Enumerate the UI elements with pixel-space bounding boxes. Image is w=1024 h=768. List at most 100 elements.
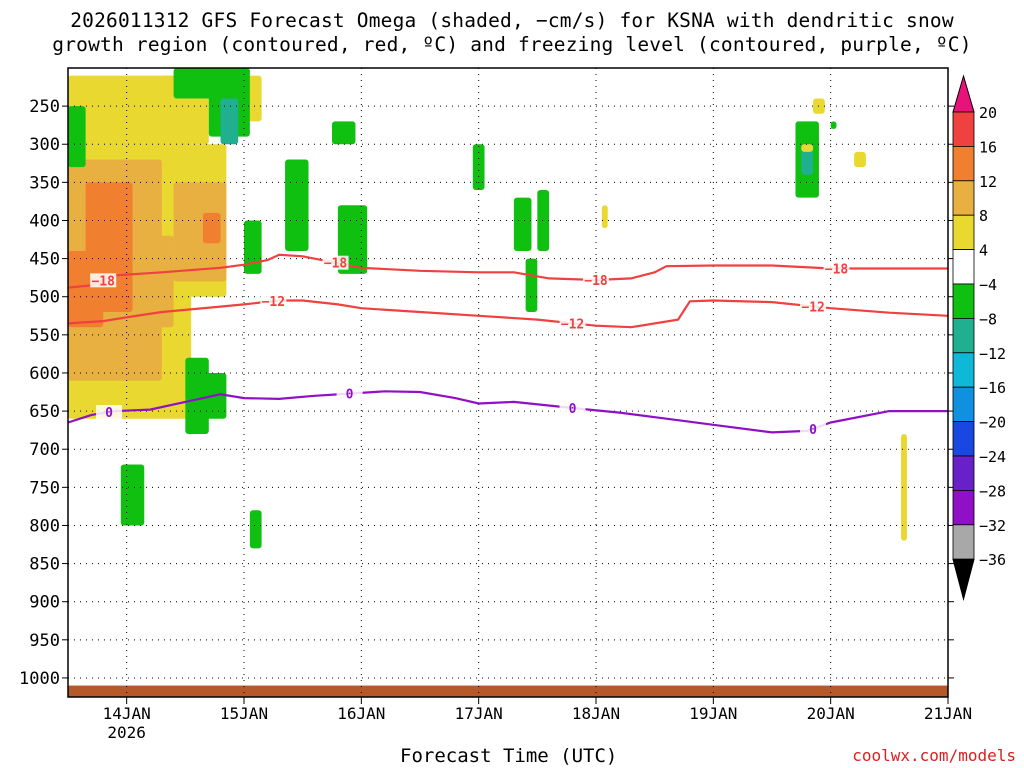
y-tick-label: 250 (29, 97, 60, 117)
y-tick-label: 450 (29, 250, 60, 270)
contour-label-bg (559, 401, 586, 416)
omega-region-16 (285, 159, 309, 251)
contour-label-bg (823, 261, 850, 276)
x-tick-label: 20JAN (807, 704, 855, 723)
contour-label-bg (800, 299, 827, 314)
omega-region-20 (120, 464, 145, 526)
colorbar-label: 16 (979, 138, 997, 156)
axes: 250 300 350 400 450 500 550 600 650 700 750 800 850 9… (19, 67, 972, 742)
colorbar-swatch-9 (952, 386, 975, 423)
omega-region-23 (513, 197, 532, 251)
credit-link[interactable]: coolwx.com/models (852, 746, 1016, 765)
y-tick-label: 700 (29, 440, 60, 460)
contour-line-1 (67, 299, 949, 329)
contour-label: −12 (801, 300, 824, 315)
colorbar-swatch-12 (952, 489, 975, 526)
ground-band (68, 685, 948, 697)
omega-region-19 (185, 357, 209, 434)
contour-label-bg (90, 273, 117, 288)
colorbar-label: −36 (979, 551, 1006, 569)
x-tick-label: 18JAN (572, 704, 620, 723)
contour-label: −12 (561, 317, 584, 332)
omega-region-14 (68, 106, 86, 168)
colorbar-top-arrow (952, 74, 975, 113)
contour-label: −12 (262, 295, 285, 310)
x-tick-label: 14JAN (103, 704, 151, 723)
contour-label: 0 (809, 423, 817, 438)
omega-region-31 (854, 151, 866, 168)
y-tick-label: 750 (29, 478, 60, 498)
omega-region-9 (97, 212, 121, 259)
omega-region-32 (901, 433, 907, 541)
colorbar-label: −8 (979, 310, 997, 328)
y-tick-label: 900 (29, 593, 60, 613)
omega-region-15 (244, 220, 262, 274)
y-tick-label: 850 (29, 555, 60, 575)
colorbar-swatch-5 (952, 249, 975, 285)
omega-region-10 (202, 212, 221, 244)
chart-title-line-2: growth region (contoured, red, ºC) and f… (52, 33, 972, 56)
colorbar-label: −32 (979, 517, 1006, 535)
contour-label: 0 (105, 406, 113, 421)
contour-label: −18 (91, 274, 115, 289)
contour-label-bg (260, 294, 287, 309)
x-tick-label: 15JAN (220, 704, 268, 723)
y-tick-label: 800 (29, 516, 60, 536)
colorbar-label: −20 (979, 414, 1006, 432)
colorbar-label: −28 (979, 482, 1006, 500)
omega-region-11 (173, 68, 215, 99)
omega-region-29 (830, 121, 837, 129)
colorbar-label: −12 (979, 345, 1006, 363)
colorbar-swatch-8 (952, 352, 975, 388)
colorbar-swatch-13 (952, 524, 975, 560)
omega-shading (68, 68, 948, 697)
colorbar-swatch-11 (952, 455, 975, 491)
chart-title-line-1: 2026011312 GFS Forecast Omega (shaded, −… (70, 9, 954, 32)
y-tick-label: 600 (29, 364, 60, 384)
colorbar-swatch-6 (952, 283, 975, 319)
omega-region-22 (249, 510, 262, 549)
colorbar-label: −4 (979, 276, 997, 294)
contour-label-bg (583, 272, 609, 287)
y-tick-label: 500 (29, 288, 60, 308)
contour-label-bg (336, 386, 363, 401)
x-tick-label: 16JAN (337, 704, 385, 723)
y-tick-label: 550 (29, 326, 60, 346)
x-year-label: 2026 (107, 723, 146, 742)
contour-label: 0 (346, 388, 354, 403)
colorbar-label: −16 (979, 379, 1006, 397)
omega-region-27 (801, 144, 814, 175)
colorbar-label: 12 (979, 173, 997, 191)
colorbar-label: 20 (979, 104, 997, 122)
colorbar-swatch-1 (952, 111, 975, 147)
omega-region-18 (332, 121, 356, 145)
omega-colorbar: 20 16 12 8 4 −4 −8 −12 −16 −20 −24 −28 −32 −36 (952, 74, 1006, 602)
y-tick-label: 1000 (19, 669, 60, 689)
omega-region-13 (220, 98, 239, 145)
y-tick-label: 650 (29, 402, 60, 422)
colorbar-swatch-3 (952, 180, 975, 216)
omega-region-24 (537, 189, 550, 251)
y-tick-label: 950 (29, 631, 60, 651)
x-tick-label: 19JAN (689, 704, 737, 723)
omega-region-6 (173, 182, 227, 282)
colorbar-swatch-7 (952, 317, 975, 354)
y-tick-label: 350 (29, 173, 60, 193)
contour-label-bg (800, 421, 827, 436)
x-tick-label: 21JAN (924, 704, 972, 723)
colorbar-swatch-10 (952, 421, 975, 457)
y-tick-label: 300 (29, 135, 60, 155)
omega-region-28 (472, 144, 485, 190)
isotherm-contours: −18 −18 −18 −18 −12 −12 −12 0 0 0 0 (67, 253, 949, 438)
omega-region-33 (601, 205, 608, 229)
contour-label-bg (322, 255, 349, 270)
omega-region-34 (801, 144, 814, 152)
x-axis-title: Forecast Time (UTC) (400, 745, 618, 767)
colorbar-label: −24 (979, 448, 1006, 466)
contour-label: −18 (825, 263, 849, 278)
colorbar-label: 4 (979, 242, 988, 260)
colorbar-label: 8 (979, 207, 988, 225)
colorbar-bottom-arrow (952, 558, 975, 602)
plot-frame (67, 67, 949, 698)
